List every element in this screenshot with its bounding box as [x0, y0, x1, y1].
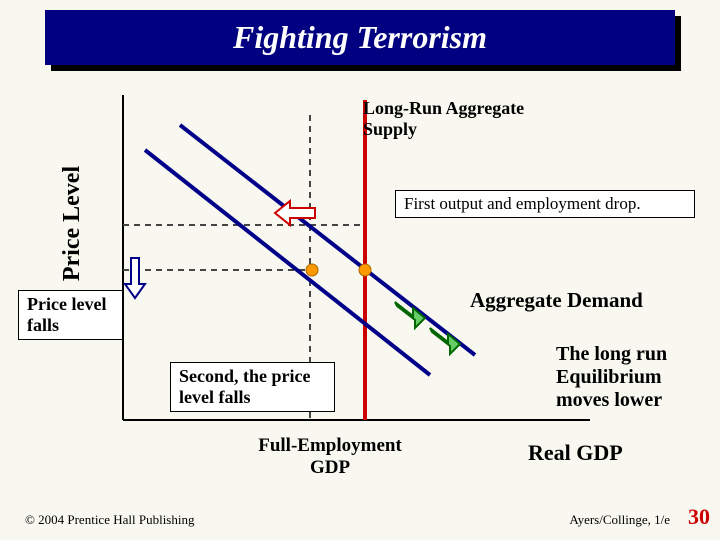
copyright-text: © 2004 Prentice Hall Publishing — [25, 512, 194, 528]
slide-title: Fighting Terrorism — [233, 19, 487, 56]
authors-text: Ayers/Collinge, 1/e — [569, 512, 670, 528]
lras-label: Long-Run Aggregate Supply — [355, 95, 575, 143]
second-price-label: Second, the price level falls — [170, 362, 335, 412]
real-gdp-label: Real GDP — [520, 437, 660, 469]
slide-number: 30 — [688, 504, 710, 530]
full-employment-label: Full-Employment GDP — [240, 432, 420, 482]
title-box: Fighting Terrorism — [45, 10, 675, 65]
long-run-eq-label: The long run Equilibrium moves lower — [548, 340, 713, 415]
aggregate-demand-label: Aggregate Demand — [462, 285, 692, 316]
first-output-label: First output and employment drop. — [395, 190, 695, 218]
price-level-falls-label: Price level falls — [18, 290, 123, 340]
y-axis-label: Price Level — [59, 166, 86, 281]
